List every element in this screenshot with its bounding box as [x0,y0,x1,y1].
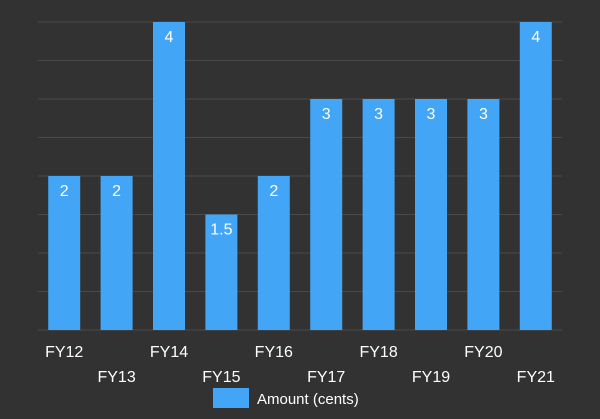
legend: Amount (cents) [213,388,359,408]
data-label-fy12: 2 [60,183,69,200]
data-label-fy21: 4 [531,29,540,46]
x-tick-label-fy16: FY16 [255,344,293,361]
data-label-fy14: 4 [165,29,174,46]
x-tick-label-fy14: FY14 [150,344,188,361]
data-label-fy13: 2 [112,183,121,200]
data-label-fy17: 3 [322,106,331,123]
bar-fy16 [257,176,290,330]
bar-fy12 [48,176,81,330]
x-tick-label-fy15: FY15 [202,369,240,386]
x-tick-label-fy21: FY21 [517,369,555,386]
bar-fy21 [519,22,552,330]
bar-fy13 [100,176,133,330]
data-label-fy20: 3 [479,106,488,123]
x-tick-label-fy12: FY12 [45,344,83,361]
data-label-fy19: 3 [427,106,436,123]
bar-fy17 [310,99,343,330]
data-label-fy18: 3 [374,106,383,123]
x-tick-label-fy13: FY13 [97,369,135,386]
x-tick-label-fy20: FY20 [464,344,502,361]
x-tick-label-fy18: FY18 [359,344,397,361]
bar-fy15 [205,214,238,330]
data-labels: 2 2 4 1.5 2 3 3 3 3 4 [60,29,541,239]
legend-swatch [213,388,249,408]
data-label-fy16: 2 [269,183,278,200]
bar-fy20 [467,99,500,330]
bar-fy19 [415,99,447,330]
data-label-fy15: 1.5 [210,222,232,239]
x-tick-label-fy17: FY17 [307,369,345,386]
x-axis-tick-labels: FY12 FY13 FY14 FY15 FY16 FY17 FY18 FY19 FY20 FY21 [45,344,555,386]
bar-fy18 [362,99,395,330]
legend-label: Amount (cents) [257,391,359,408]
x-tick-label-fy19: FY19 [412,369,450,386]
bars [48,22,552,330]
bar-fy14 [153,22,185,330]
